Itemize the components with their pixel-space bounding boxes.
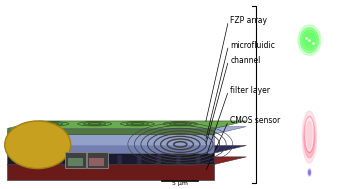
Bar <box>87 152 109 168</box>
Circle shape <box>59 156 62 158</box>
Polygon shape <box>304 33 315 47</box>
Text: microfluidic: microfluidic <box>230 41 275 50</box>
Circle shape <box>20 156 23 158</box>
Circle shape <box>79 159 82 161</box>
Circle shape <box>98 156 102 158</box>
Polygon shape <box>7 134 214 153</box>
Circle shape <box>98 162 102 163</box>
Circle shape <box>177 159 180 161</box>
Polygon shape <box>7 153 214 164</box>
Circle shape <box>196 159 200 161</box>
Circle shape <box>118 159 121 161</box>
Polygon shape <box>302 111 317 163</box>
Text: 5 μm: 5 μm <box>172 181 188 186</box>
Circle shape <box>177 162 180 163</box>
Circle shape <box>39 156 43 158</box>
Circle shape <box>20 159 23 161</box>
Bar <box>68 158 83 166</box>
Circle shape <box>118 156 121 158</box>
Circle shape <box>157 159 161 161</box>
Circle shape <box>39 162 43 163</box>
Bar <box>65 152 86 168</box>
Polygon shape <box>298 25 321 55</box>
Polygon shape <box>7 121 246 129</box>
Circle shape <box>79 156 82 158</box>
Polygon shape <box>36 134 64 151</box>
Circle shape <box>79 162 82 163</box>
Text: filter layer: filter layer <box>230 86 270 95</box>
Circle shape <box>196 162 200 163</box>
Polygon shape <box>300 28 319 53</box>
Circle shape <box>137 162 141 163</box>
Circle shape <box>196 156 200 158</box>
Polygon shape <box>7 146 246 153</box>
Text: FZP array: FZP array <box>230 16 267 25</box>
Circle shape <box>118 162 121 163</box>
Polygon shape <box>7 164 214 180</box>
Circle shape <box>39 159 43 161</box>
Polygon shape <box>7 157 246 164</box>
Ellipse shape <box>37 135 62 145</box>
Circle shape <box>157 162 161 163</box>
Polygon shape <box>308 170 310 175</box>
Circle shape <box>5 121 71 169</box>
Circle shape <box>20 162 23 163</box>
Circle shape <box>137 159 141 161</box>
Circle shape <box>157 156 161 158</box>
Polygon shape <box>308 169 311 176</box>
Polygon shape <box>7 127 246 134</box>
Point <box>303 36 309 39</box>
Circle shape <box>59 162 62 163</box>
Polygon shape <box>7 129 214 134</box>
Circle shape <box>137 156 141 158</box>
Text: 5 μm: 5 μm <box>299 84 315 89</box>
Polygon shape <box>305 122 314 153</box>
Polygon shape <box>302 31 317 50</box>
Circle shape <box>98 159 102 161</box>
Polygon shape <box>304 116 315 158</box>
Point <box>310 41 316 44</box>
Circle shape <box>59 159 62 161</box>
Polygon shape <box>306 118 313 151</box>
Circle shape <box>177 156 180 158</box>
Text: CMOS sensor: CMOS sensor <box>230 116 281 125</box>
Point <box>307 39 312 42</box>
Bar <box>89 158 104 166</box>
Text: channel: channel <box>230 56 261 65</box>
Polygon shape <box>302 30 317 50</box>
